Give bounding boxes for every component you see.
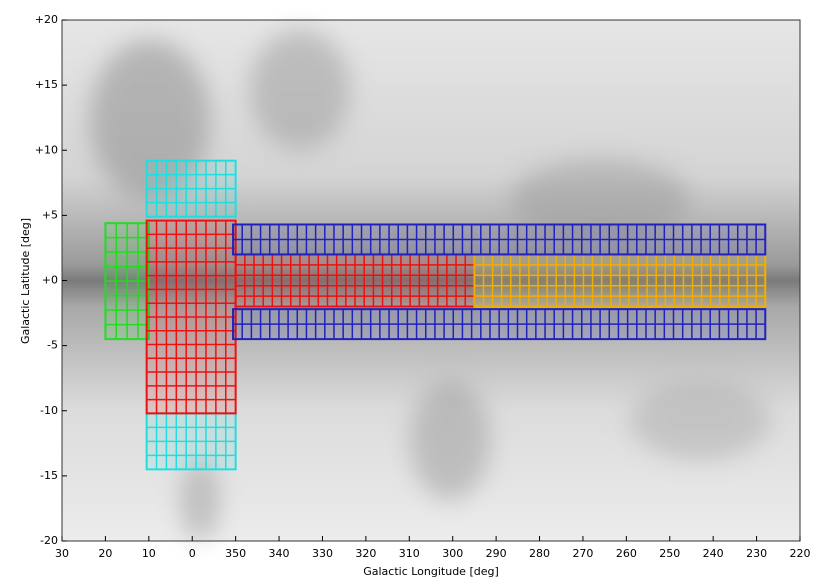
- x-tick-label: 20: [98, 547, 112, 560]
- x-axis-title: Galactic Longitude [deg]: [363, 565, 499, 578]
- x-tick-label: 290: [486, 547, 507, 560]
- x-tick-label: 260: [616, 547, 637, 560]
- x-tick-label: 280: [529, 547, 550, 560]
- x-tick-label: 340: [269, 547, 290, 560]
- survey-region: [145, 159, 237, 218]
- y-tick-label: -20: [40, 534, 58, 547]
- y-tick-label: +5: [42, 208, 58, 221]
- tile-grid: [233, 224, 766, 255]
- y-tick-label: -10: [40, 404, 58, 417]
- survey-region: [104, 222, 150, 341]
- sky-background: [61, 19, 801, 542]
- x-tick-label: 10: [142, 547, 156, 560]
- x-tick-label: 240: [703, 547, 724, 560]
- y-tick-label: +20: [35, 13, 58, 26]
- y-tick-label: +0: [42, 274, 58, 287]
- x-tick-label: 320: [355, 547, 376, 560]
- y-tick-label: +10: [35, 143, 58, 156]
- tile-grid: [146, 220, 236, 414]
- x-tick-label: 300: [442, 547, 463, 560]
- tile-grid: [105, 223, 149, 340]
- x-tick-label: 230: [746, 547, 767, 560]
- survey-region: [145, 219, 237, 415]
- survey-region: [145, 412, 237, 471]
- x-tick-label: 250: [659, 547, 680, 560]
- survey-region: [473, 253, 767, 308]
- x-tick-label: 270: [572, 547, 593, 560]
- tile-grid: [233, 309, 766, 340]
- x-tick-label: 30: [55, 547, 69, 560]
- tile-grid: [146, 413, 236, 470]
- x-tick-label: 310: [399, 547, 420, 560]
- x-tick-label: 350: [225, 547, 246, 560]
- survey-region: [234, 253, 476, 308]
- survey-region: [232, 308, 767, 341]
- x-tick-label: 0: [189, 547, 196, 560]
- x-tick-label: 330: [312, 547, 333, 560]
- y-axis-title: Galactic Latitude [deg]: [19, 218, 32, 344]
- tile-grid: [235, 254, 475, 307]
- survey-region: [232, 223, 767, 256]
- tile-grid: [146, 160, 236, 217]
- y-tick-label: +15: [35, 78, 58, 91]
- tile-grid: [474, 254, 766, 307]
- y-tick-label: -15: [40, 469, 58, 482]
- y-tick-label: -5: [47, 339, 58, 352]
- x-tick-label: 220: [790, 547, 811, 560]
